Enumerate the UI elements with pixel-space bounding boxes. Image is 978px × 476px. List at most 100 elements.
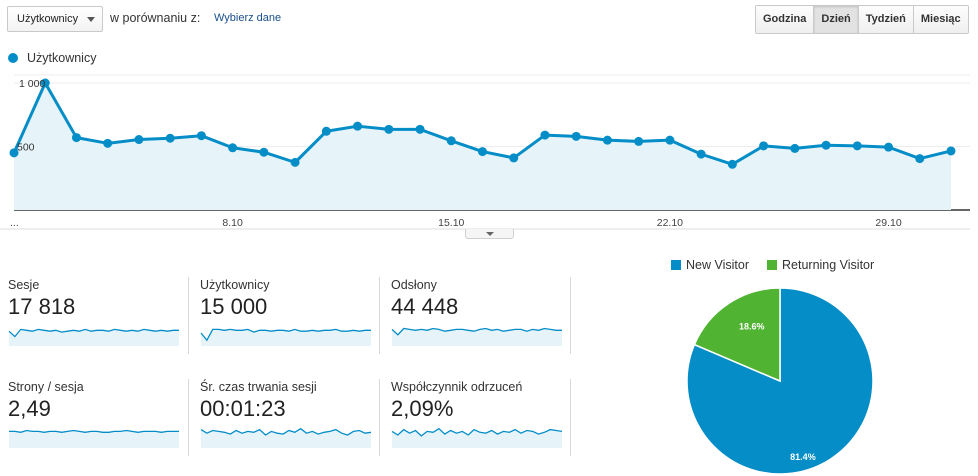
sparkline-line	[391, 427, 563, 437]
sparkline-area	[201, 329, 371, 346]
sparkline-line	[391, 327, 562, 336]
metric-label: Sesje	[8, 278, 40, 292]
data-point[interactable]	[228, 143, 238, 153]
metric-divider	[188, 277, 189, 354]
sparkline-area	[9, 430, 179, 448]
chart-collapse-handle[interactable]	[465, 229, 514, 239]
metric-label: Śr. czas trwania sesji	[200, 380, 317, 394]
data-point[interactable]	[602, 135, 612, 145]
week-button[interactable]: Tydzień	[857, 6, 913, 33]
metric-value: 17 818	[8, 294, 76, 319]
metric-divider	[570, 277, 571, 354]
metric-label: Współczynnik odrzuceń	[391, 380, 523, 394]
metric-label: Użytkownicy	[200, 278, 270, 292]
y-tick-label: 500	[17, 142, 35, 154]
sparkline-area	[392, 328, 562, 346]
data-point[interactable]	[665, 135, 675, 145]
data-point[interactable]	[759, 141, 769, 151]
hour-button[interactable]: Godzina	[756, 6, 814, 33]
series-legend-dot	[8, 53, 18, 63]
data-point[interactable]	[71, 133, 81, 143]
series-legend-label[interactable]: Użytkownicy	[27, 51, 97, 65]
granularity-buttons: Godzina Dzień Tydzień Miesiąc	[755, 5, 969, 34]
sparkline-area	[392, 428, 562, 448]
metric-sparkline	[391, 327, 562, 346]
metric-divider	[379, 277, 380, 354]
data-point[interactable]	[134, 135, 144, 145]
x-tick-label: 15.10	[438, 217, 464, 229]
sparkline-line	[200, 427, 372, 436]
pie-legend-new[interactable]: New Visitor	[686, 258, 749, 272]
data-point[interactable]	[9, 148, 19, 158]
sparkline-area	[9, 329, 179, 346]
x-tick-label: 22.10	[657, 217, 683, 229]
data-point[interactable]	[353, 121, 363, 131]
metric-label: Strony / sesja	[8, 380, 84, 394]
data-point[interactable]	[821, 140, 831, 150]
metric-card[interactable]: Sesje 17 818	[8, 278, 186, 356]
metric-card[interactable]: Użytkownicy 15 000	[200, 278, 378, 356]
data-point[interactable]	[478, 147, 487, 157]
metric-sparkline	[9, 429, 179, 448]
data-point[interactable]	[915, 154, 925, 164]
pie-slice-label: 81.4%	[790, 452, 816, 462]
pie-legend-returning[interactable]: Returning Visitor	[782, 258, 875, 272]
data-point[interactable]	[790, 143, 800, 153]
metric-sparkline	[200, 427, 372, 448]
pie-legend-swatch-new	[671, 260, 681, 270]
metric-select[interactable]: Użytkownicy	[7, 6, 103, 32]
series-area	[14, 83, 951, 210]
data-point[interactable]	[727, 159, 737, 169]
metric-label: Odsłony	[391, 278, 437, 292]
data-point[interactable]	[196, 131, 206, 141]
metric-value: 00:01:23	[200, 396, 286, 421]
data-point[interactable]	[540, 130, 550, 140]
metric-value: 44 448	[391, 294, 459, 319]
data-point[interactable]	[259, 147, 269, 157]
data-point[interactable]	[103, 138, 113, 148]
pie-legend-swatch-returning	[767, 260, 777, 270]
data-point[interactable]	[165, 133, 175, 143]
sparkline-area	[201, 428, 371, 448]
metric-select-value: Użytkownicy	[17, 13, 79, 25]
y-tick-label: 1 000	[19, 78, 45, 90]
data-point[interactable]	[384, 124, 394, 134]
data-point[interactable]	[40, 78, 50, 88]
month-button[interactable]: Miesiąc	[912, 6, 968, 33]
metric-card[interactable]: Śr. czas trwania sesji 00:01:23	[200, 380, 378, 458]
data-point[interactable]	[415, 124, 425, 134]
data-point[interactable]	[946, 146, 956, 156]
data-point[interactable]	[290, 157, 300, 167]
day-button[interactable]: Dzień	[813, 6, 858, 33]
data-point[interactable]	[884, 142, 894, 152]
data-point[interactable]	[696, 149, 706, 159]
metric-card[interactable]: Odsłony 44 448	[391, 278, 569, 356]
visitor-type-pie-chart[interactable]: 81.4% 18.6%	[685, 286, 875, 476]
metric-sparkline	[200, 328, 371, 346]
metric-card[interactable]: Współczynnik odrzuceń 2,09%	[391, 380, 569, 458]
sparkline-line	[8, 328, 179, 338]
data-point[interactable]	[852, 141, 862, 151]
pie-slice[interactable]	[693, 287, 781, 383]
sparkline-line	[200, 328, 371, 342]
metric-sparkline	[391, 427, 563, 448]
chevron-down-icon	[87, 17, 95, 22]
data-point[interactable]	[634, 136, 644, 146]
sparkline-line	[9, 429, 179, 433]
compare-label: w porównaniu z:	[110, 11, 201, 25]
metric-sparkline	[8, 328, 179, 346]
metric-card[interactable]: Strony / sesja 2,49	[8, 380, 186, 458]
pie-slice-label: 18.6%	[739, 321, 765, 331]
data-point[interactable]	[571, 131, 581, 141]
metric-value: 2,09%	[391, 396, 454, 421]
x-tick-label: 29.10	[875, 217, 901, 229]
data-point[interactable]	[321, 126, 331, 136]
chevron-down-icon	[486, 232, 494, 236]
data-point[interactable]	[446, 136, 456, 146]
compare-select-link[interactable]: Wybierz dane	[214, 12, 282, 24]
metric-divider	[188, 379, 189, 456]
metric-divider	[570, 379, 571, 456]
data-point[interactable]	[509, 153, 519, 163]
x-tick-label: 8.10	[222, 217, 243, 229]
users-line-chart[interactable]: 1 000 500... 8.10 15.10 22.10 29.10	[0, 0, 978, 240]
